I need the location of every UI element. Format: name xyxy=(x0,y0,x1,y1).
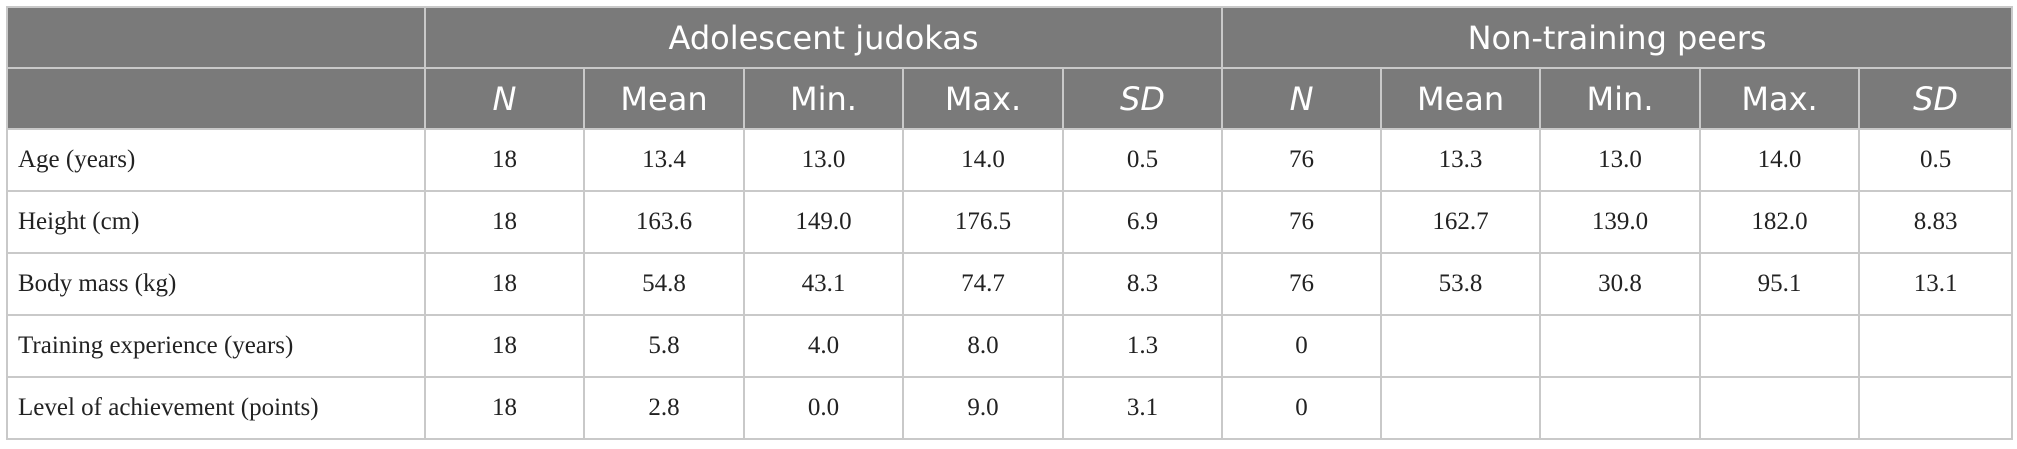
table-cell: 18 xyxy=(424,376,585,440)
table-cell: 163.6 xyxy=(583,190,745,254)
table-cell: 18 xyxy=(424,314,585,378)
table-cell: 6.9 xyxy=(1061,190,1224,254)
table-cell: 0 xyxy=(1221,314,1383,378)
table-cell: 14.0 xyxy=(1699,128,1861,192)
corner-cell xyxy=(6,6,426,69)
table-cell xyxy=(1380,314,1542,378)
column-header: Max. xyxy=(1699,67,1861,130)
group-header-row: Adolescent judokas Non-training peers xyxy=(6,6,2014,69)
column-header: Min. xyxy=(743,67,904,130)
column-header: Mean xyxy=(583,67,745,130)
table-row: Training experience (years) 18 5.8 4.0 8.0 1.… xyxy=(6,314,2014,378)
column-header: SD xyxy=(1858,67,2014,130)
table-cell: 43.1 xyxy=(743,252,904,316)
corner-cell xyxy=(6,67,426,130)
table-cell: 13.3 xyxy=(1380,128,1542,192)
table-cell: 95.1 xyxy=(1699,252,1861,316)
table-cell: 8.0 xyxy=(902,314,1064,378)
table-cell: 0.5 xyxy=(1061,128,1224,192)
table-cell xyxy=(1539,376,1702,440)
table-cell xyxy=(1858,314,2014,378)
table-cell: 76 xyxy=(1221,128,1383,192)
table-cell xyxy=(1699,376,1861,440)
table-cell: 53.8 xyxy=(1380,252,1542,316)
column-header: Max. xyxy=(902,67,1064,130)
table-row: Body mass (kg) 18 54.8 43.1 74.7 8.3 76 53.8 30.… xyxy=(6,252,2014,316)
table-row: Level of achievement (points) 18 2.8 0.0 9.0… xyxy=(6,376,2014,440)
table-cell: 30.8 xyxy=(1539,252,1702,316)
table-cell: 2.8 xyxy=(583,376,745,440)
table-cell: 18 xyxy=(424,252,585,316)
table-cell: 9.0 xyxy=(902,376,1064,440)
table-cell: 3.1 xyxy=(1061,376,1224,440)
table-cell: 5.8 xyxy=(583,314,745,378)
table-cell: 13.0 xyxy=(743,128,904,192)
table-cell: 0 xyxy=(1221,376,1383,440)
data-table: Adolescent judokas Non-training peers N … xyxy=(6,6,2014,440)
table-cell: 76 xyxy=(1221,252,1383,316)
column-header: Min. xyxy=(1539,67,1702,130)
table-cell: 14.0 xyxy=(902,128,1064,192)
column-header-row: N Mean Min. Max. SD N Mean Min. Max. SD xyxy=(6,67,2014,130)
table-cell: 13.4 xyxy=(583,128,745,192)
row-label: Level of achievement (points) xyxy=(6,376,426,440)
table-cell: 176.5 xyxy=(902,190,1064,254)
table-cell: 0.5 xyxy=(1858,128,2014,192)
row-label: Training experience (years) xyxy=(6,314,426,378)
group-header-judokas: Adolescent judokas xyxy=(423,6,1224,69)
column-header: N xyxy=(1221,67,1383,130)
table-cell: 1.3 xyxy=(1061,314,1224,378)
table-cell xyxy=(1858,376,2014,440)
table-cell xyxy=(1539,314,1702,378)
table-body: Age (years) 18 13.4 13.0 14.0 0.5 76 13.3 13.0 14… xyxy=(6,128,2014,440)
table-cell: 182.0 xyxy=(1699,190,1861,254)
table-cell: 139.0 xyxy=(1539,190,1702,254)
table-cell: 18 xyxy=(424,128,585,192)
table-cell: 8.3 xyxy=(1061,252,1224,316)
table-cell: 0.0 xyxy=(743,376,904,440)
table-cell: 13.0 xyxy=(1539,128,1702,192)
table-row: Age (years) 18 13.4 13.0 14.0 0.5 76 13.3 13.0 14… xyxy=(6,128,2014,192)
table-cell: 4.0 xyxy=(743,314,904,378)
table-cell: 54.8 xyxy=(583,252,745,316)
row-label: Body mass (kg) xyxy=(6,252,426,316)
table-cell: 74.7 xyxy=(902,252,1064,316)
table-cell: 18 xyxy=(424,190,585,254)
table-row: Height (cm) 18 163.6 149.0 176.5 6.9 76 162.7 13… xyxy=(6,190,2014,254)
table-cell: 13.1 xyxy=(1858,252,2014,316)
row-label: Height (cm) xyxy=(6,190,426,254)
column-header: N xyxy=(424,67,585,130)
table-cell: 149.0 xyxy=(743,190,904,254)
table-cell: 162.7 xyxy=(1380,190,1542,254)
table-cell xyxy=(1380,376,1542,440)
group-header-peers: Non-training peers xyxy=(1221,6,2014,69)
table-cell: 76 xyxy=(1221,190,1383,254)
table-cell xyxy=(1699,314,1861,378)
row-label: Age (years) xyxy=(6,128,426,192)
table-cell: 8.83 xyxy=(1858,190,2014,254)
column-header: SD xyxy=(1061,67,1224,130)
column-header: Mean xyxy=(1380,67,1542,130)
